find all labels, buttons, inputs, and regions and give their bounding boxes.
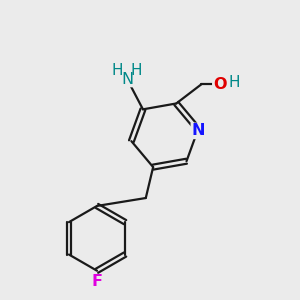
Text: H: H <box>130 63 142 78</box>
Text: N: N <box>121 71 134 86</box>
Text: F: F <box>92 274 103 290</box>
Text: N: N <box>191 123 205 138</box>
Text: H: H <box>229 75 240 90</box>
Text: H: H <box>112 63 123 78</box>
Text: O: O <box>213 77 226 92</box>
